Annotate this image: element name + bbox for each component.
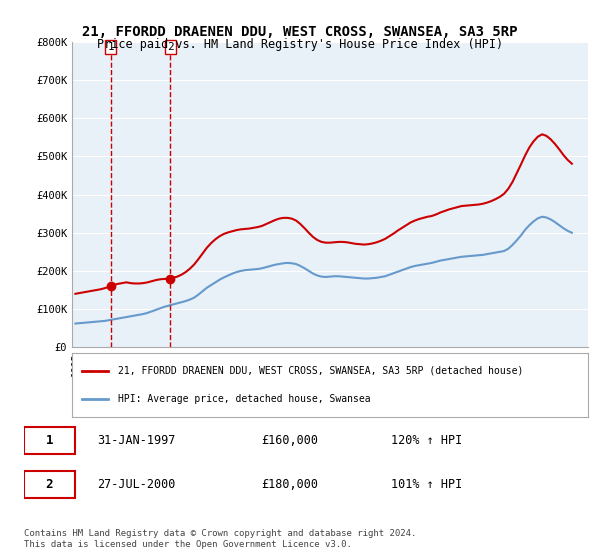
Text: £180,000: £180,000: [261, 478, 318, 491]
FancyBboxPatch shape: [24, 471, 75, 498]
FancyBboxPatch shape: [24, 427, 75, 455]
Text: Contains HM Land Registry data © Crown copyright and database right 2024.
This d: Contains HM Land Registry data © Crown c…: [24, 529, 416, 549]
Text: 1: 1: [107, 42, 114, 52]
Text: 2: 2: [46, 478, 53, 491]
Text: 101% ↑ HPI: 101% ↑ HPI: [391, 478, 462, 491]
Text: 120% ↑ HPI: 120% ↑ HPI: [391, 434, 462, 447]
Text: 21, FFORDD DRAENEN DDU, WEST CROSS, SWANSEA, SA3 5RP: 21, FFORDD DRAENEN DDU, WEST CROSS, SWAN…: [82, 25, 518, 39]
Text: 31-JAN-1997: 31-JAN-1997: [97, 434, 176, 447]
Text: 2: 2: [167, 42, 173, 52]
Text: Price paid vs. HM Land Registry's House Price Index (HPI): Price paid vs. HM Land Registry's House …: [97, 38, 503, 51]
Text: 27-JUL-2000: 27-JUL-2000: [97, 478, 176, 491]
Text: £160,000: £160,000: [261, 434, 318, 447]
Text: HPI: Average price, detached house, Swansea: HPI: Average price, detached house, Swan…: [118, 394, 371, 404]
Text: 21, FFORDD DRAENEN DDU, WEST CROSS, SWANSEA, SA3 5RP (detached house): 21, FFORDD DRAENEN DDU, WEST CROSS, SWAN…: [118, 366, 524, 376]
Text: 1: 1: [46, 434, 53, 447]
